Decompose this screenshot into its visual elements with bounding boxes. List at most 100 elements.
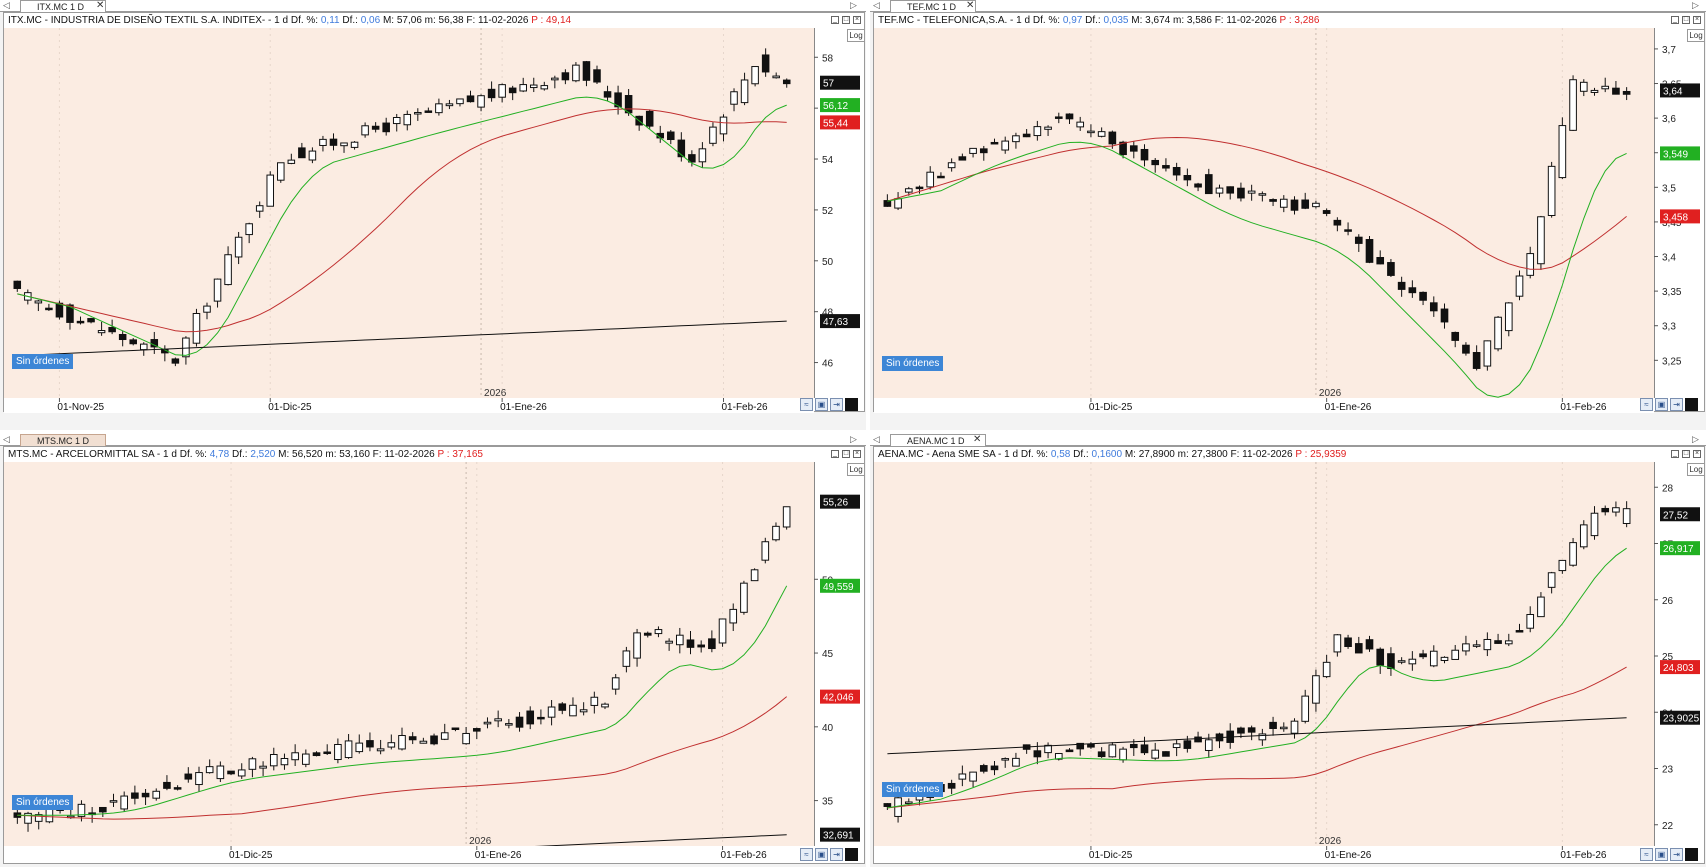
time-tick-label: 01-Dic-25 bbox=[268, 402, 312, 413]
candle-body bbox=[1279, 726, 1288, 730]
close-icon[interactable]: ✕ bbox=[96, 0, 105, 11]
candle-body bbox=[97, 330, 106, 334]
tab-left-arrow-icon[interactable]: ◁ bbox=[3, 0, 10, 10]
maximize-icon[interactable]: □ bbox=[1682, 450, 1690, 458]
candle-body bbox=[883, 803, 892, 807]
candle-body bbox=[1279, 198, 1288, 208]
moving-average-long-line bbox=[887, 717, 1627, 755]
tab-left-arrow-icon[interactable]: ◁ bbox=[873, 0, 880, 10]
maximize-icon[interactable]: □ bbox=[842, 16, 850, 24]
candle-body bbox=[643, 632, 652, 636]
close-window-icon[interactable]: × bbox=[853, 16, 861, 24]
candle-body bbox=[237, 769, 246, 777]
arrow-icon[interactable]: ⇥ bbox=[830, 848, 843, 861]
log-scale-button[interactable]: Log bbox=[847, 463, 865, 476]
candle-body bbox=[34, 300, 43, 304]
wave-icon[interactable]: ≈ bbox=[1640, 398, 1653, 411]
axis-tick-label: 3,4 bbox=[1662, 253, 1676, 264]
tab-right-arrow-icon[interactable]: ▷ bbox=[850, 434, 857, 444]
candle-body bbox=[718, 618, 727, 644]
candle-body bbox=[1054, 753, 1063, 760]
tab-left-arrow-icon[interactable]: ◁ bbox=[873, 434, 880, 444]
price-axis[interactable]: 3,73,653,63,553,53,453,43,353,33,253,643… bbox=[1654, 28, 1704, 398]
candle-body bbox=[334, 743, 342, 761]
log-scale-button[interactable]: Log bbox=[1687, 29, 1705, 42]
save-icon[interactable]: ▣ bbox=[1655, 848, 1668, 861]
save-icon[interactable]: ▣ bbox=[815, 398, 828, 411]
maximize-icon[interactable]: □ bbox=[842, 450, 850, 458]
color-square-icon[interactable] bbox=[1685, 398, 1698, 411]
plot-area[interactable]: 2026 bbox=[874, 28, 1654, 398]
maximize-icon[interactable]: □ bbox=[1682, 16, 1690, 24]
tab-itx[interactable]: ITX.MC 1 D bbox=[20, 0, 106, 12]
minimize-icon[interactable]: _ bbox=[831, 16, 839, 24]
save-icon[interactable]: ▣ bbox=[815, 848, 828, 861]
candle-body bbox=[1569, 542, 1577, 566]
candle-body bbox=[1183, 174, 1192, 181]
minimize-icon[interactable]: _ bbox=[1671, 450, 1679, 458]
plot-area[interactable]: 2026 bbox=[4, 28, 814, 398]
candle-body bbox=[430, 735, 438, 745]
save-icon[interactable]: ▣ bbox=[1655, 398, 1668, 411]
tab-left-arrow-icon[interactable]: ◁ bbox=[3, 434, 10, 444]
price-tag-label: 55,26 bbox=[823, 498, 848, 509]
time-axis[interactable]: 01-Dic-25 01-Ene-26 01-Feb-26 bbox=[874, 846, 1654, 863]
minimize-icon[interactable]: _ bbox=[831, 450, 839, 458]
minimize-icon[interactable]: _ bbox=[1671, 16, 1679, 24]
color-square-icon[interactable] bbox=[845, 398, 858, 411]
orders-badge[interactable]: Sin órdenes bbox=[882, 782, 944, 797]
wave-icon[interactable]: ≈ bbox=[800, 398, 813, 411]
close-icon[interactable]: ✕ bbox=[973, 434, 982, 445]
time-axis[interactable]: 01-Nov-25 01-Dic-25 01-Ene-26 01-Feb-26 bbox=[4, 398, 814, 413]
tab-tef[interactable]: TEF.MC 1 D bbox=[890, 0, 976, 12]
wave-icon[interactable]: ≈ bbox=[1640, 848, 1653, 861]
arrow-icon[interactable]: ⇥ bbox=[1670, 848, 1683, 861]
candle-body bbox=[13, 280, 22, 289]
color-square-icon[interactable] bbox=[1685, 848, 1698, 861]
price-tag-label: 23,9025 bbox=[1663, 714, 1700, 725]
moving-average-short-line bbox=[887, 547, 1627, 809]
candle-body bbox=[614, 92, 622, 108]
period: 1 d bbox=[1016, 15, 1031, 26]
candle-body bbox=[494, 718, 502, 722]
close-icon[interactable]: ✕ bbox=[966, 0, 975, 11]
df-value: 2,520 bbox=[250, 449, 276, 460]
candle-body bbox=[152, 790, 161, 799]
plot-area[interactable]: 2026 bbox=[874, 462, 1654, 846]
wave-icon[interactable]: ≈ bbox=[800, 848, 813, 861]
time-axis[interactable]: 01-Dic-25 01-Ene-26 01-Feb-26 bbox=[874, 398, 1654, 413]
arrow-icon[interactable]: ⇥ bbox=[1670, 398, 1683, 411]
time-tick-label: 01-Feb-26 bbox=[721, 402, 768, 413]
candle-body bbox=[1376, 257, 1385, 265]
orders-badge[interactable]: Sin órdenes bbox=[12, 354, 74, 369]
arrow-icon[interactable]: ⇥ bbox=[830, 398, 843, 411]
close-window-icon[interactable]: × bbox=[1693, 16, 1701, 24]
candle-body bbox=[1151, 159, 1160, 166]
tab-right-arrow-icon[interactable]: ▷ bbox=[850, 0, 857, 10]
moving-average-short-line bbox=[17, 585, 788, 816]
candle-body bbox=[323, 751, 332, 755]
close-window-icon[interactable]: × bbox=[853, 450, 861, 458]
time-tick-label: 01-Nov-25 bbox=[57, 402, 104, 413]
candle-body bbox=[1237, 727, 1245, 734]
close-window-icon[interactable]: × bbox=[1693, 450, 1701, 458]
candle-body bbox=[184, 773, 193, 780]
candle-body bbox=[163, 781, 171, 789]
color-square-icon[interactable] bbox=[845, 848, 858, 861]
log-scale-button[interactable]: Log bbox=[1687, 463, 1705, 476]
tab-right-arrow-icon[interactable]: ▷ bbox=[1692, 434, 1699, 444]
orders-badge[interactable]: Sin órdenes bbox=[12, 795, 74, 810]
tab-aena[interactable]: AENA.MC 1 D bbox=[890, 434, 986, 446]
orders-badge[interactable]: Sin órdenes bbox=[882, 356, 944, 371]
log-scale-button[interactable]: Log bbox=[847, 29, 865, 42]
plot-area[interactable]: 2026 bbox=[4, 462, 814, 846]
tab-mts[interactable]: MTS.MC 1 D bbox=[20, 434, 106, 446]
time-axis[interactable]: 01-Dic-25 01-Ene-26 01-Feb-26 bbox=[4, 846, 814, 863]
candle-body bbox=[1462, 344, 1470, 354]
candle-body bbox=[205, 766, 214, 774]
tab-right-arrow-icon[interactable]: ▷ bbox=[1692, 0, 1699, 10]
moving-average-long-line bbox=[534, 834, 787, 846]
